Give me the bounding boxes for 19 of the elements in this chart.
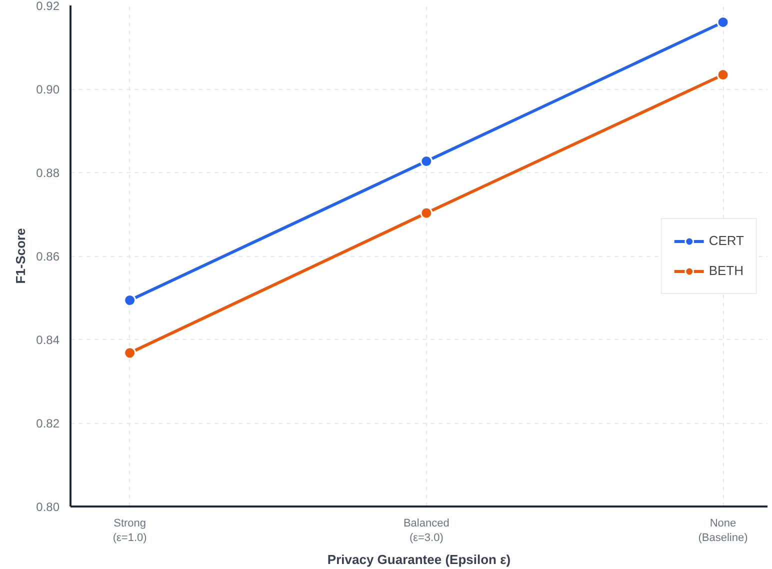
y-tick-label: 0.86: [36, 250, 60, 264]
y-axis-title: F1-Score: [13, 228, 28, 284]
legend-label: BETH: [708, 263, 744, 278]
point: [124, 294, 136, 306]
point: [420, 206, 433, 220]
y-tick-label: 0.82: [36, 416, 60, 430]
point: [124, 346, 136, 360]
legend-label: CERT: [708, 233, 744, 248]
y-tick-label: 0.84: [36, 333, 60, 347]
x-axis-title: Privacy Guarantee (Epsilon ε): [327, 552, 511, 567]
y-tick-label: 0.92: [36, 0, 60, 13]
x-tick-label: None (Baseline): [698, 518, 748, 544]
x-tick-label: Balanced (ε=3.0): [403, 518, 450, 544]
x-tick-label: Strong (ε=1.0): [112, 518, 147, 544]
y-tick-label: 0.90: [36, 82, 60, 96]
point: [716, 16, 730, 28]
point: [716, 68, 730, 82]
y-tick-label: 0.80: [36, 500, 60, 514]
y-tick-label: 0.88: [36, 166, 60, 180]
